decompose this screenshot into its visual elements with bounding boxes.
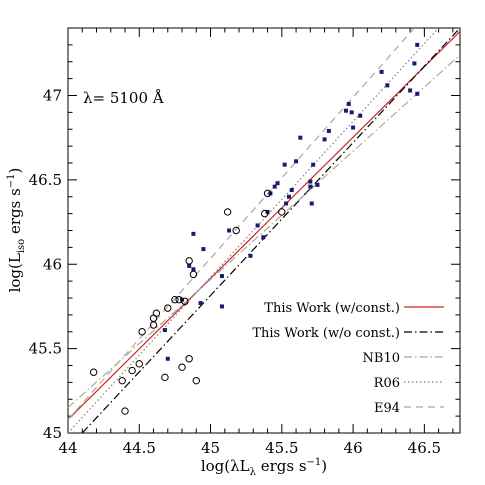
data-point-square xyxy=(308,179,313,184)
x-tick-label: 46.5 xyxy=(408,439,441,457)
data-point-square xyxy=(309,201,314,206)
y-tick-label: 46 xyxy=(43,255,62,273)
data-point-square xyxy=(165,356,170,361)
data-point-square xyxy=(219,274,224,279)
data-point-square xyxy=(379,69,384,74)
data-point-square xyxy=(187,263,192,268)
data-point-circle xyxy=(261,209,269,218)
data-point-circle xyxy=(128,366,136,375)
data-point-square xyxy=(191,231,196,236)
fit-line-this-work-w-o-const xyxy=(81,28,460,433)
data-point-square xyxy=(315,182,320,187)
fit-line-this-work-w-const xyxy=(68,30,460,420)
data-point-circle xyxy=(181,297,189,306)
data-point-square xyxy=(346,101,351,106)
data-point-square xyxy=(408,88,413,93)
fit-line-e94 xyxy=(68,28,415,420)
data-point-circle xyxy=(232,226,240,235)
data-point-square xyxy=(415,91,420,96)
data-point-square xyxy=(385,83,390,88)
tick-labels: 44 44.5 45 45.5 46 46.5 45 45.5 46 46.5 47 xyxy=(29,87,441,458)
data-point-square xyxy=(343,108,348,113)
fit-line-nb10 xyxy=(68,54,460,409)
data-point-square xyxy=(261,235,266,240)
data-point-square xyxy=(358,113,363,118)
data-point-circle xyxy=(152,309,161,317)
legend-label: NB10 xyxy=(363,351,400,366)
data-point-circle xyxy=(192,376,200,385)
data-point-square xyxy=(412,61,417,66)
legend-label: R06 xyxy=(374,376,400,391)
data-point-square xyxy=(255,223,260,228)
data-point-circle xyxy=(135,360,143,368)
data-point-circle xyxy=(278,208,286,216)
data-point-square xyxy=(351,125,356,130)
data-point-square xyxy=(219,304,224,309)
data-point-circle xyxy=(89,368,98,376)
data-point-circle xyxy=(118,376,126,385)
data-point-square xyxy=(311,162,316,167)
data-point-square xyxy=(308,184,313,189)
data-point-square xyxy=(322,137,327,142)
data-point-square xyxy=(326,128,331,133)
wavelength-annotation: λ= 5100 Å xyxy=(83,89,164,107)
data-point-square xyxy=(201,247,206,252)
data-point-square xyxy=(349,110,354,115)
y-tick-label: 46.5 xyxy=(29,171,62,189)
x-tick-label: 45.5 xyxy=(265,439,298,457)
data-point-square xyxy=(282,162,287,167)
legend-label: This Work (w/const.) xyxy=(264,301,400,316)
data-point-circle xyxy=(185,355,193,363)
data-point-square xyxy=(286,194,291,199)
data-point-circle xyxy=(138,328,146,336)
legend-label: E94 xyxy=(374,401,400,416)
data-point-square xyxy=(248,253,253,258)
data-point-square xyxy=(294,159,299,164)
data-point-circle xyxy=(178,363,186,371)
fit-lines xyxy=(68,28,460,433)
data-point-square xyxy=(227,228,232,233)
y-tick-label: 47 xyxy=(43,87,62,105)
data-point-square xyxy=(289,188,294,192)
data-point-square xyxy=(272,184,277,189)
y-tick-label: 45 xyxy=(43,424,62,442)
data-point-square xyxy=(162,328,167,333)
data-markers xyxy=(89,42,420,415)
fit-line-r06 xyxy=(68,28,440,433)
data-point-square xyxy=(415,42,420,47)
legend-label: This Work (w/o const.) xyxy=(252,326,400,341)
data-point-circle xyxy=(161,373,169,382)
x-axis-label: log(λLλ ergs s−1) xyxy=(201,457,327,478)
data-point-square xyxy=(284,201,289,206)
data-point-square xyxy=(275,181,280,186)
data-point-circle xyxy=(164,304,172,312)
data-point-square xyxy=(198,301,203,306)
x-tick-label: 44.5 xyxy=(123,439,156,457)
data-point-square xyxy=(298,135,303,140)
data-point-circle xyxy=(185,257,193,265)
y-tick-label: 45.5 xyxy=(29,340,62,358)
data-point-circle xyxy=(171,295,179,304)
y-axis-label: log(Liso ergs s−1) xyxy=(6,168,27,293)
x-tick-label: 44 xyxy=(58,439,77,457)
data-point-circle xyxy=(223,208,232,216)
data-point-square xyxy=(191,267,196,272)
data-point-circle xyxy=(189,270,198,279)
data-point-circle xyxy=(121,407,129,415)
data-point-circle xyxy=(263,189,272,198)
x-tick-label: 45 xyxy=(201,439,220,457)
x-tick-label: 46 xyxy=(344,439,363,457)
legend: This Work (w/const.) This Work (w/o const… xyxy=(252,301,444,416)
